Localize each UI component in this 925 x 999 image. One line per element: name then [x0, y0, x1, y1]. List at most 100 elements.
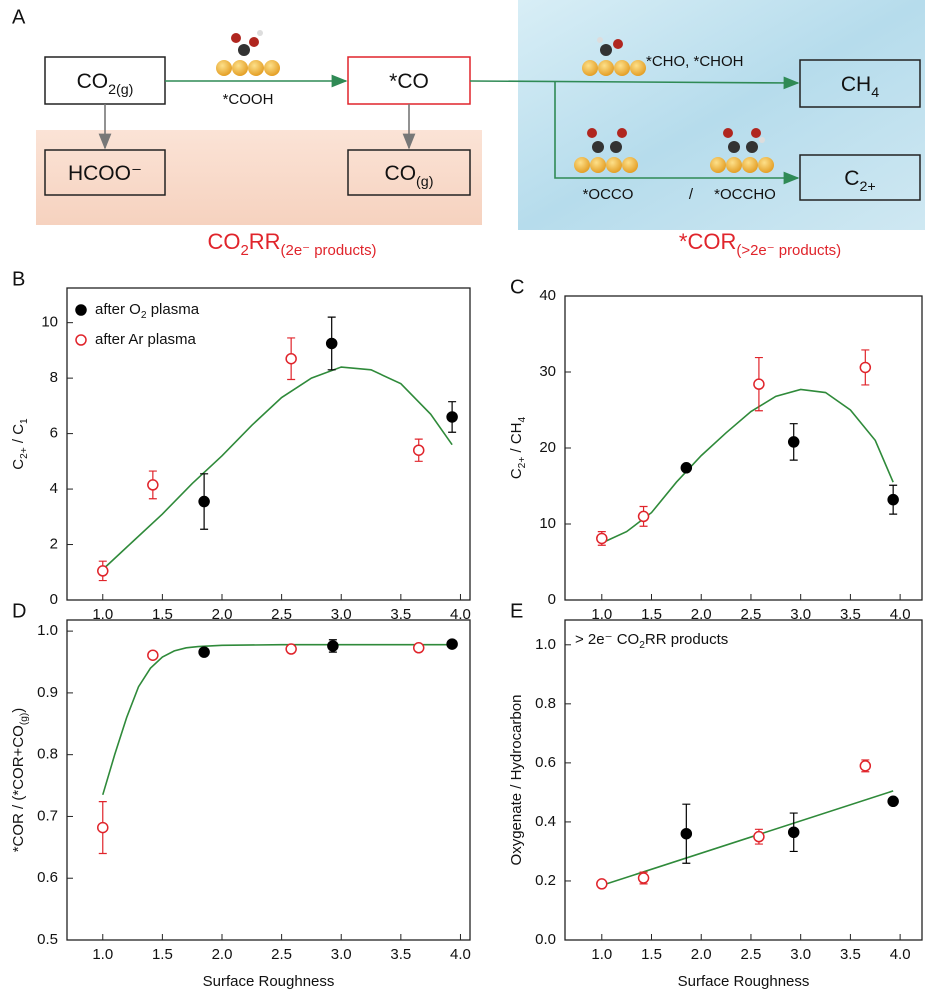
y-tick-label: 1.0	[535, 636, 556, 653]
text-part: )	[10, 708, 27, 713]
x-tick-label: 3.5	[840, 946, 861, 963]
y-axis-label: C2+ / CH4	[508, 417, 528, 480]
y-tick-label: 0.8	[535, 695, 556, 712]
x-tick-label: 1.5	[641, 946, 662, 963]
node-label: CH4	[841, 73, 879, 101]
data-point	[97, 565, 109, 577]
node-label: C2+	[844, 167, 875, 195]
x-tick-label: 2.0	[691, 946, 712, 963]
legend-label: after O2 plasma	[95, 301, 200, 321]
x-tick-label: 4.0	[450, 606, 471, 623]
text-part: plasma	[147, 301, 200, 318]
node-box	[799, 59, 921, 108]
x-tick-label: 2.5	[271, 606, 292, 623]
text-part: 2+	[517, 457, 528, 469]
y-tick-label: 0.6	[535, 754, 556, 771]
y-axis-label: *COR / (*COR+CO(g))	[10, 708, 30, 853]
plot-frame	[564, 619, 923, 941]
text-part: HCOO⁻	[68, 162, 142, 185]
data-point	[325, 337, 338, 350]
text-part: 2	[639, 640, 645, 651]
panel-letter: B	[12, 268, 25, 290]
panel-letter: E	[510, 600, 523, 622]
data-point	[596, 532, 608, 545]
data-point	[198, 646, 210, 658]
y-tick-label: 0.0	[535, 931, 556, 948]
text-part: (g)	[416, 174, 433, 190]
diagram: A CO2(g) *CO CH4 HCOO⁻ CO(g)	[12, 0, 925, 259]
data-point	[680, 462, 693, 474]
text-part: C	[10, 459, 27, 470]
text-part: 1	[19, 418, 30, 424]
data-point	[753, 378, 765, 390]
y-tick-label: 0.8	[37, 746, 58, 763]
y-tick-label: 10	[41, 314, 58, 331]
y-tick-label: 4	[50, 480, 58, 497]
y-tick-label: 40	[539, 287, 556, 304]
y-tick-label: 0.9	[37, 684, 58, 701]
y-tick-label: 0.5	[37, 931, 58, 948]
data-point	[446, 411, 458, 423]
x-tick-label: 2.5	[271, 946, 292, 963]
x-tick-label: 1.0	[591, 946, 612, 963]
y-tick-label: 0.2	[535, 872, 556, 889]
y-tick-label: 0.4	[535, 813, 556, 830]
x-tick-label: 1.5	[152, 946, 173, 963]
text-part: 4	[871, 85, 879, 101]
x-tick-label: 3.5	[390, 606, 411, 623]
molecule-icon	[710, 128, 774, 173]
text-part: after Ar plasma	[95, 331, 197, 348]
panel-letter: C	[510, 276, 524, 298]
node-label: CO2(g)	[77, 70, 134, 98]
data-point	[787, 826, 800, 839]
y-tick-label: 20	[539, 439, 556, 456]
node-box	[347, 56, 471, 105]
data-point	[285, 643, 297, 655]
data-point	[198, 495, 210, 508]
y-tick-label: 1.0	[37, 622, 58, 639]
x-tick-label: 1.0	[92, 946, 113, 963]
data-point	[412, 444, 425, 456]
text-part: / C	[10, 424, 27, 448]
data-point	[97, 821, 109, 834]
text-part: after O	[95, 301, 141, 318]
node-label: *CO	[389, 70, 429, 93]
molecule-icon	[574, 128, 638, 173]
y-tick-label: 2	[50, 536, 58, 553]
x-tick-label: 2.5	[741, 606, 762, 623]
data-point	[859, 361, 872, 374]
x-tick-label: 3.5	[840, 606, 861, 623]
caption: CO2RR(2e⁻ products)	[207, 229, 376, 260]
x-tick-label: 2.0	[212, 606, 233, 623]
data-point	[887, 493, 899, 506]
panel-letter: D	[12, 600, 26, 622]
data-point	[446, 638, 458, 650]
data-point	[637, 510, 650, 523]
x-tick-label: 2.0	[691, 606, 712, 623]
plot-frame	[66, 619, 471, 941]
data-point	[680, 827, 693, 840]
x-axis-label: Surface Roughness	[678, 973, 810, 990]
edge-label: *OCCHO	[714, 186, 776, 203]
molecule-icon	[582, 37, 646, 76]
text-part: RR	[249, 229, 281, 254]
x-tick-label: 4.0	[890, 606, 911, 623]
y-axis-label: C2+ / C1	[10, 418, 30, 470]
text-part: CH	[841, 73, 871, 96]
text-part: CO	[77, 70, 109, 93]
data-point	[147, 479, 159, 491]
text-part: (>2e⁻ products)	[736, 242, 841, 259]
node-box	[347, 149, 471, 196]
text-part: > 2e⁻ CO	[575, 631, 639, 648]
text-part: *COR	[679, 229, 736, 254]
y-tick-label: 30	[539, 363, 556, 380]
edge-label: *OCCO	[583, 186, 634, 203]
text-part: *CO	[389, 70, 429, 93]
text-part: C	[844, 167, 859, 190]
data-point	[887, 795, 899, 808]
text-part: (g)	[19, 713, 30, 725]
x-tick-label: 3.5	[390, 946, 411, 963]
x-tick-label: 1.5	[641, 606, 662, 623]
data-point	[285, 352, 297, 365]
